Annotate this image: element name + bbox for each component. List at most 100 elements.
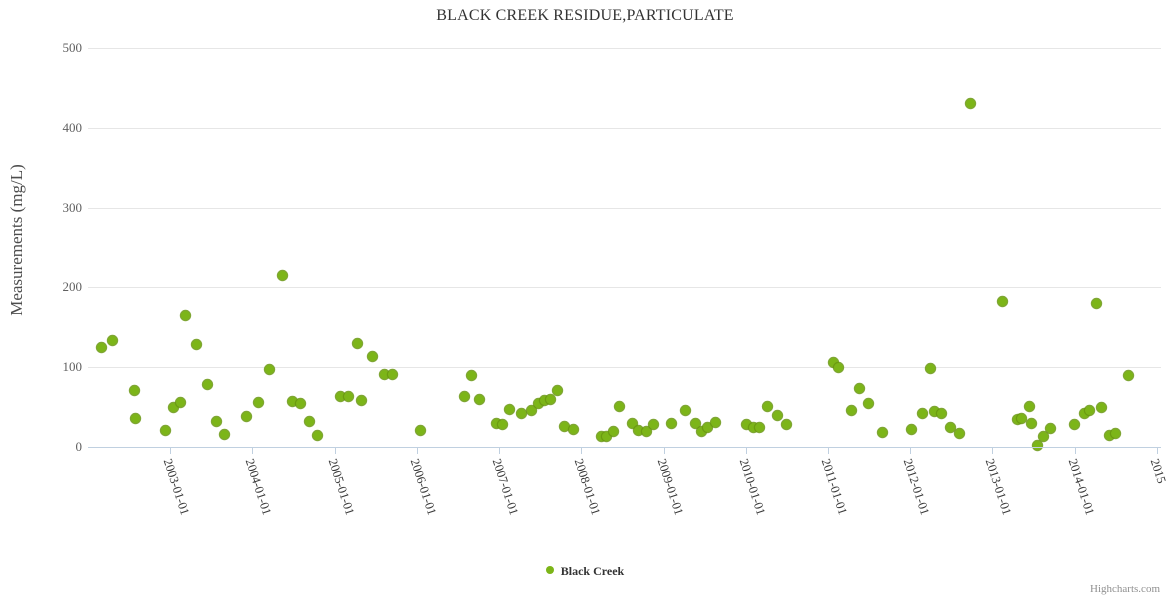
- data-point[interactable]: [1038, 432, 1048, 442]
- data-point[interactable]: [497, 420, 507, 430]
- gridline: [88, 367, 1161, 369]
- data-point[interactable]: [545, 394, 555, 404]
- data-point[interactable]: [265, 365, 275, 375]
- data-point[interactable]: [534, 398, 544, 408]
- data-point[interactable]: [219, 429, 229, 439]
- data-point[interactable]: [169, 402, 178, 412]
- gridline: [88, 207, 1161, 209]
- data-point[interactable]: [1111, 428, 1121, 438]
- data-point[interactable]: [129, 385, 139, 395]
- legend-marker-icon: [545, 566, 554, 575]
- data-point[interactable]: [1033, 440, 1043, 450]
- data-point[interactable]: [1024, 401, 1034, 411]
- data-point[interactable]: [474, 394, 484, 404]
- data-point[interactable]: [505, 404, 515, 414]
- data-point[interactable]: [1027, 418, 1037, 428]
- data-point[interactable]: [772, 411, 782, 421]
- data-point[interactable]: [335, 392, 345, 402]
- data-point[interactable]: [1016, 413, 1026, 423]
- data-point[interactable]: [649, 420, 659, 430]
- data-point[interactable]: [710, 417, 720, 427]
- data-point[interactable]: [160, 425, 170, 435]
- data-point[interactable]: [312, 430, 322, 440]
- data-point[interactable]: [1084, 405, 1094, 415]
- data-point[interactable]: [702, 422, 712, 432]
- data-point[interactable]: [460, 392, 470, 402]
- data-point[interactable]: [955, 428, 965, 438]
- data-point[interactable]: [997, 297, 1007, 307]
- data-point[interactable]: [175, 397, 185, 407]
- data-point[interactable]: [946, 422, 955, 432]
- data-point[interactable]: [641, 426, 651, 436]
- data-point[interactable]: [1104, 430, 1114, 440]
- data-point[interactable]: [929, 407, 939, 417]
- data-point[interactable]: [379, 369, 389, 379]
- x-axis-tick-mark: [416, 447, 418, 454]
- data-point[interactable]: [667, 419, 677, 429]
- data-point[interactable]: [387, 369, 397, 379]
- data-point[interactable]: [560, 421, 570, 431]
- data-point[interactable]: [691, 419, 701, 429]
- data-point[interactable]: [304, 416, 314, 426]
- data-point[interactable]: [526, 405, 536, 415]
- data-point[interactable]: [608, 427, 618, 437]
- data-point[interactable]: [1124, 371, 1134, 381]
- data-point[interactable]: [763, 401, 773, 411]
- data-point[interactable]: [1080, 408, 1090, 418]
- data-point[interactable]: [907, 424, 917, 434]
- data-point[interactable]: [295, 398, 305, 408]
- data-point[interactable]: [742, 420, 752, 430]
- data-point[interactable]: [1070, 420, 1080, 430]
- data-point[interactable]: [357, 396, 367, 406]
- data-point[interactable]: [211, 416, 221, 426]
- data-point[interactable]: [202, 380, 212, 390]
- data-point[interactable]: [181, 310, 191, 320]
- data-point[interactable]: [863, 398, 873, 408]
- data-point[interactable]: [755, 423, 765, 433]
- data-point[interactable]: [596, 432, 606, 442]
- data-point[interactable]: [516, 408, 526, 418]
- data-point[interactable]: [492, 418, 502, 428]
- data-point[interactable]: [846, 405, 856, 415]
- data-point[interactable]: [192, 339, 202, 349]
- data-point[interactable]: [782, 420, 792, 430]
- gridline: [88, 287, 1161, 289]
- data-point[interactable]: [614, 401, 624, 411]
- data-point[interactable]: [696, 426, 706, 436]
- data-point[interactable]: [1045, 424, 1055, 434]
- data-point[interactable]: [627, 418, 637, 428]
- data-point[interactable]: [415, 425, 425, 435]
- data-point[interactable]: [926, 364, 936, 374]
- data-point[interactable]: [1097, 402, 1107, 412]
- data-point[interactable]: [1092, 298, 1102, 308]
- data-point[interactable]: [242, 412, 252, 422]
- chart-legend[interactable]: Black Creek: [0, 563, 1170, 579]
- data-point[interactable]: [131, 413, 141, 423]
- data-point[interactable]: [681, 405, 691, 415]
- data-point[interactable]: [965, 99, 975, 109]
- data-point[interactable]: [602, 432, 612, 442]
- data-point[interactable]: [288, 397, 298, 406]
- data-point[interactable]: [568, 424, 578, 434]
- data-point[interactable]: [108, 336, 118, 346]
- data-point[interactable]: [344, 392, 354, 402]
- data-point[interactable]: [97, 342, 107, 352]
- x-axis-tick-label: 2015: [1147, 457, 1169, 486]
- data-point[interactable]: [539, 396, 549, 406]
- data-point[interactable]: [918, 408, 928, 418]
- data-point[interactable]: [854, 384, 864, 394]
- data-point[interactable]: [253, 397, 263, 407]
- data-point[interactable]: [877, 428, 887, 438]
- data-point[interactable]: [936, 408, 946, 418]
- data-point[interactable]: [834, 362, 844, 372]
- data-point[interactable]: [277, 270, 287, 280]
- data-point[interactable]: [552, 385, 562, 395]
- data-point[interactable]: [353, 338, 363, 348]
- data-point[interactable]: [466, 371, 476, 381]
- data-point[interactable]: [634, 425, 644, 435]
- data-point[interactable]: [829, 357, 839, 367]
- data-point[interactable]: [748, 422, 758, 432]
- credits-link[interactable]: Highcharts.com: [1090, 583, 1160, 595]
- data-point[interactable]: [367, 352, 377, 362]
- x-axis-tick-label: 2004-01-01: [243, 457, 275, 517]
